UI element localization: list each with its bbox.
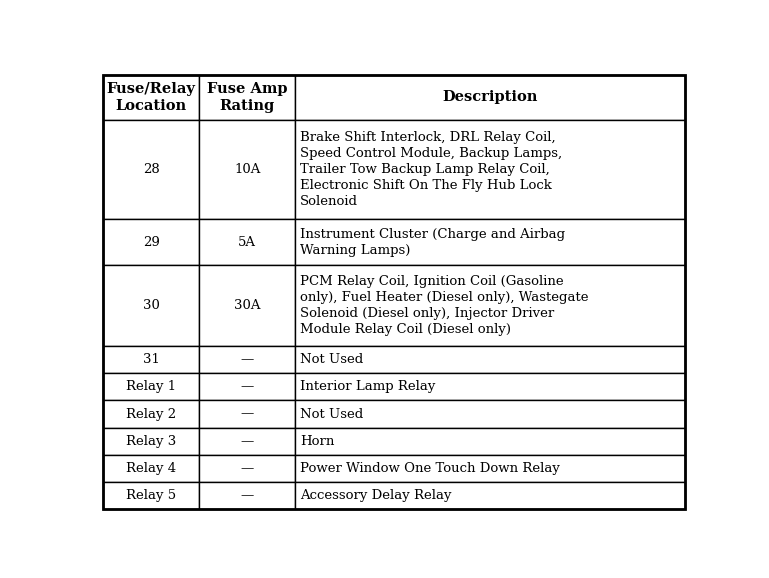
Bar: [295, 346, 685, 373]
Text: —: —: [241, 462, 254, 475]
Text: Interior Lamp Relay: Interior Lamp Relay: [300, 380, 435, 394]
Text: Relay 1: Relay 1: [126, 380, 176, 394]
Bar: [103, 265, 199, 346]
Bar: [199, 120, 295, 220]
Bar: [295, 428, 685, 455]
Text: Relay 4: Relay 4: [126, 462, 176, 475]
Bar: [295, 455, 685, 482]
Text: —: —: [241, 489, 254, 502]
Text: Not Used: Not Used: [300, 407, 363, 421]
Bar: [103, 120, 199, 220]
Text: Accessory Delay Relay: Accessory Delay Relay: [300, 489, 451, 502]
Bar: [199, 75, 295, 120]
Bar: [295, 220, 685, 265]
Bar: [103, 373, 199, 401]
Bar: [199, 265, 295, 346]
Text: Power Window One Touch Down Relay: Power Window One Touch Down Relay: [300, 462, 560, 475]
Text: 30A: 30A: [234, 299, 261, 312]
Bar: [199, 428, 295, 455]
Bar: [103, 482, 199, 509]
Bar: [103, 220, 199, 265]
Bar: [295, 75, 685, 120]
Text: —: —: [241, 435, 254, 448]
Text: —: —: [241, 407, 254, 421]
Text: Relay 5: Relay 5: [126, 489, 176, 502]
Text: 30: 30: [143, 299, 160, 312]
Bar: [199, 482, 295, 509]
Text: —: —: [241, 353, 254, 366]
Bar: [103, 428, 199, 455]
Bar: [199, 373, 295, 401]
Bar: [199, 220, 295, 265]
Bar: [199, 346, 295, 373]
Text: Fuse Amp
Rating: Fuse Amp Rating: [207, 81, 288, 113]
Text: 28: 28: [143, 163, 160, 176]
Text: 10A: 10A: [234, 163, 261, 176]
Text: Brake Shift Interlock, DRL Relay Coil,
Speed Control Module, Backup Lamps,
Trail: Brake Shift Interlock, DRL Relay Coil, S…: [300, 131, 562, 208]
Text: Relay 2: Relay 2: [126, 407, 176, 421]
Text: Instrument Cluster (Charge and Airbag
Warning Lamps): Instrument Cluster (Charge and Airbag Wa…: [300, 228, 565, 257]
Bar: [199, 401, 295, 428]
Text: Not Used: Not Used: [300, 353, 363, 366]
Bar: [295, 265, 685, 346]
Text: Description: Description: [442, 90, 538, 104]
Text: PCM Relay Coil, Ignition Coil (Gasoline
only), Fuel Heater (Diesel only), Wasteg: PCM Relay Coil, Ignition Coil (Gasoline …: [300, 275, 588, 336]
Text: Fuse/Relay
Location: Fuse/Relay Location: [107, 81, 195, 113]
Text: 31: 31: [143, 353, 160, 366]
Bar: [199, 455, 295, 482]
Text: 5A: 5A: [238, 236, 256, 249]
Text: —: —: [241, 380, 254, 394]
Text: 29: 29: [143, 236, 160, 249]
Bar: [103, 455, 199, 482]
Text: Relay 3: Relay 3: [126, 435, 176, 448]
Text: Horn: Horn: [300, 435, 335, 448]
Bar: [295, 482, 685, 509]
Bar: [103, 401, 199, 428]
Bar: [295, 401, 685, 428]
Bar: [103, 75, 199, 120]
Bar: [103, 346, 199, 373]
Bar: [295, 120, 685, 220]
Bar: [295, 373, 685, 401]
